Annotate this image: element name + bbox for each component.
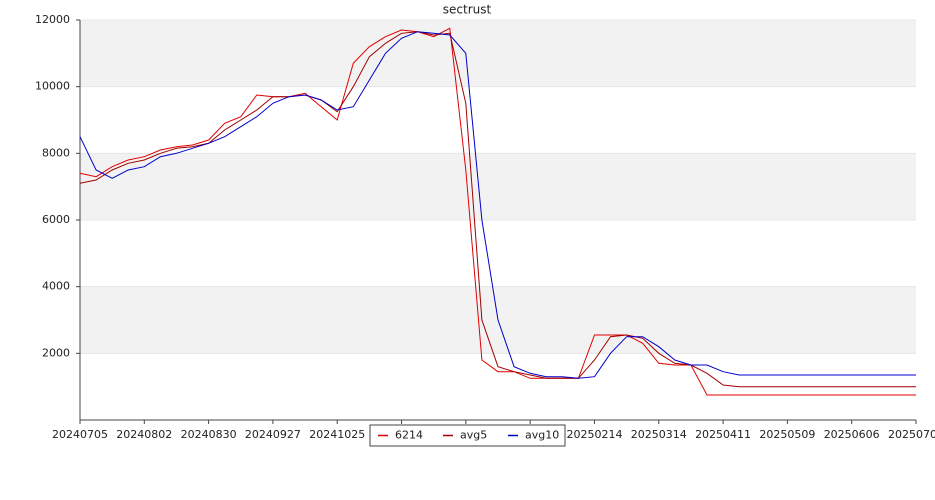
x-tick-label: 20240927	[245, 428, 301, 441]
y-tick-label: 10000	[35, 80, 70, 93]
grid-band	[80, 153, 916, 220]
y-tick-label: 2000	[42, 346, 70, 359]
legend-label: avg5	[460, 429, 487, 442]
y-tick-label: 8000	[42, 146, 70, 159]
y-tick-label: 4000	[42, 280, 70, 293]
legend-label: avg10	[525, 429, 559, 442]
x-tick-label: 20240802	[116, 428, 172, 441]
x-tick-label: 20241025	[309, 428, 365, 441]
series-line	[79, 27, 916, 396]
series-line	[79, 31, 916, 388]
x-tick-label: 20250704	[888, 428, 935, 441]
grid-band	[80, 20, 916, 87]
x-tick-label: 20250314	[631, 428, 687, 441]
x-tick-label: 20250509	[759, 428, 815, 441]
y-tick-label: 12000	[35, 13, 70, 26]
chart-title: sectrust	[443, 3, 492, 17]
x-tick-label: 20250411	[695, 428, 751, 441]
legend: 6214 avg5 avg10	[369, 424, 566, 447]
x-tick-label: 20240705	[52, 428, 108, 441]
x-tick-label: 20250214	[566, 428, 622, 441]
legend-label: 6214	[395, 429, 423, 442]
x-tick-label: 20240830	[181, 428, 237, 441]
series-line	[79, 31, 916, 379]
x-tick-label: 20250606	[824, 428, 880, 441]
y-tick-label: 6000	[42, 213, 70, 226]
legend-box	[369, 424, 566, 447]
